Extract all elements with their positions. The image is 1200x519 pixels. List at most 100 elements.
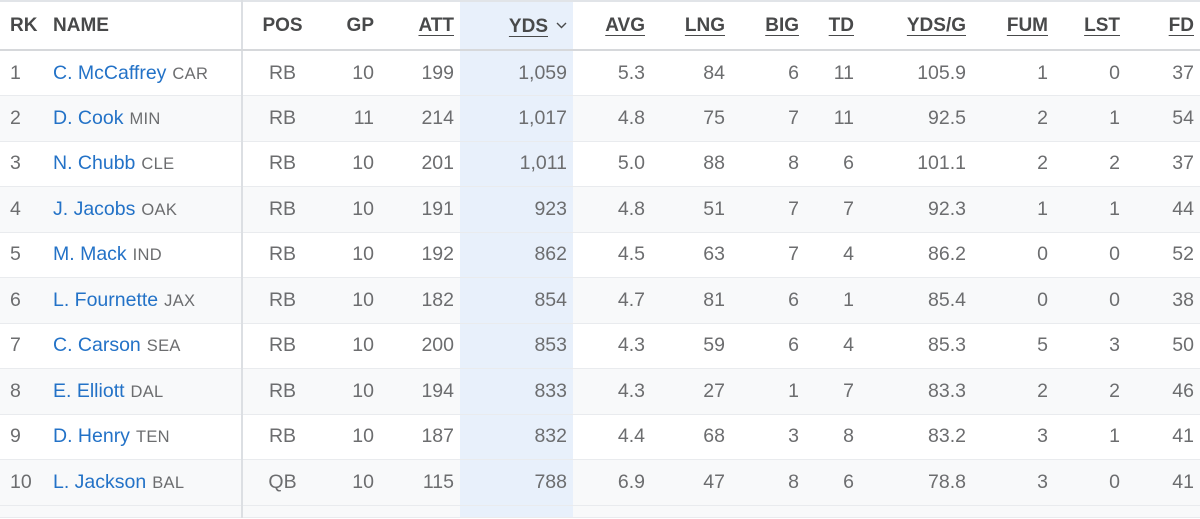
cell-pos: RB (242, 186, 322, 233)
col-header-lng[interactable]: LNG (651, 0, 731, 51)
cell-empty (860, 505, 972, 518)
cell-big: 8 (731, 141, 805, 187)
cell-fd: 46 (1126, 368, 1200, 415)
cell-fum: 1 (972, 50, 1054, 96)
col-header-att[interactable]: ATT (380, 0, 460, 51)
cell-rk: 6 (0, 277, 49, 324)
cell-name: C. McCaffrey CAR (49, 50, 243, 96)
cell-fum: 2 (972, 95, 1054, 142)
cell-att: 194 (380, 368, 460, 415)
col-header-ydsg[interactable]: YDS/G (860, 0, 972, 51)
cell-fum: 2 (972, 368, 1054, 415)
cell-lst: 1 (1054, 186, 1126, 233)
cell-pos: RB (242, 277, 322, 324)
player-name-link[interactable]: E. Elliott (53, 379, 125, 402)
cell-empty (460, 505, 573, 518)
cell-empty (0, 505, 49, 518)
col-header-big[interactable]: BIG (731, 0, 805, 51)
cell-ydsg: 86.2 (860, 232, 972, 278)
col-header-td-label[interactable]: TD (828, 14, 854, 36)
cell-att: 192 (380, 232, 460, 278)
table-row: 8 E. Elliott DAL RB 10 194 833 4.3 27 1 7 83.3 2 2 46 (0, 368, 1200, 415)
cell-name: D. Henry TEN (49, 414, 243, 460)
cell-big: 6 (731, 323, 805, 369)
col-header-fd-label[interactable]: FD (1168, 14, 1194, 36)
player-name-link[interactable]: N. Chubb (53, 152, 136, 175)
cell-fum: 2 (972, 141, 1054, 187)
team-abbreviation: MIN (129, 109, 161, 128)
player-name-link[interactable]: C. McCaffrey (53, 61, 167, 84)
cell-big: 8 (731, 459, 805, 506)
cell-rk: 1 (0, 50, 49, 96)
cell-empty (49, 505, 243, 518)
cell-lst: 1 (1054, 414, 1126, 460)
cell-pos: RB (242, 141, 322, 187)
player-name-link[interactable]: D. Cook (53, 106, 124, 129)
cell-lng: 68 (651, 414, 731, 460)
cell-ydsg: 78.8 (860, 459, 972, 506)
cell-ydsg: 92.3 (860, 186, 972, 233)
col-header-ydsg-label[interactable]: YDS/G (906, 14, 966, 36)
cell-pos: RB (242, 323, 322, 369)
cell-big: 7 (731, 95, 805, 142)
cell-td: 11 (805, 95, 860, 142)
col-header-avg[interactable]: AVG (573, 0, 651, 51)
col-header-lng-label[interactable]: LNG (684, 14, 725, 36)
cell-td: 11 (805, 50, 860, 96)
player-name-link[interactable]: M. Mack (53, 243, 127, 266)
cell-rk: 3 (0, 141, 49, 187)
cell-name: E. Elliott DAL (49, 368, 243, 415)
col-header-lst-label[interactable]: LST (1084, 14, 1120, 36)
player-name-link[interactable]: L. Fournette (53, 288, 159, 311)
col-header-yds-label[interactable]: YDS (508, 16, 548, 37)
col-header-fum[interactable]: FUM (972, 0, 1054, 51)
cell-td: 7 (805, 186, 860, 233)
player-name-link[interactable]: J. Jacobs (53, 197, 136, 220)
cell-big: 7 (731, 186, 805, 233)
cell-yds: 923 (460, 186, 573, 233)
cell-name: L. Fournette JAX (49, 277, 243, 324)
cell-fd: 38 (1126, 277, 1200, 324)
col-header-avg-label[interactable]: AVG (605, 14, 645, 36)
col-header-fd[interactable]: FD (1126, 0, 1200, 51)
cell-gp: 10 (322, 186, 380, 233)
col-header-lst[interactable]: LST (1054, 0, 1126, 51)
cell-lng: 47 (651, 459, 731, 506)
team-abbreviation: JAX (164, 291, 196, 310)
cell-empty (573, 505, 651, 518)
cell-att: 182 (380, 277, 460, 324)
cell-gp: 10 (322, 141, 380, 187)
team-abbreviation: BAL (152, 473, 185, 492)
player-name-link[interactable]: L. Jackson (53, 470, 147, 493)
cell-lng: 88 (651, 141, 731, 187)
cell-lng: 59 (651, 323, 731, 369)
player-name-link[interactable]: D. Henry (53, 425, 130, 448)
cell-fd: 41 (1126, 459, 1200, 506)
cell-td: 6 (805, 459, 860, 506)
cell-big: 6 (731, 50, 805, 96)
col-header-big-label[interactable]: BIG (765, 14, 799, 36)
cell-gp: 10 (322, 277, 380, 324)
table-row: 10 L. Jackson BAL QB 10 115 788 6.9 47 8 6 78.8 3 0 41 (0, 459, 1200, 506)
col-header-fum-label[interactable]: FUM (1006, 14, 1048, 36)
cell-rk: 8 (0, 368, 49, 415)
cell-name: N. Chubb CLE (49, 141, 243, 187)
col-header-yds[interactable]: YDS (460, 0, 573, 51)
cell-rk: 10 (0, 459, 49, 506)
cell-fum: 0 (972, 232, 1054, 278)
cell-empty (322, 505, 380, 518)
cell-lng: 27 (651, 368, 731, 415)
cell-fd: 54 (1126, 95, 1200, 142)
player-name-link[interactable]: C. Carson (53, 334, 141, 357)
col-header-td[interactable]: TD (805, 0, 860, 51)
cell-ydsg: 83.2 (860, 414, 972, 460)
cell-ydsg: 101.1 (860, 141, 972, 187)
table-row: 1 C. McCaffrey CAR RB 10 199 1,059 5.3 84 6 11 105.… (0, 50, 1200, 96)
cell-empty (380, 505, 460, 518)
cell-lng: 51 (651, 186, 731, 233)
cell-ydsg: 83.3 (860, 368, 972, 415)
team-abbreviation: CAR (172, 64, 209, 83)
chevron-down-icon[interactable] (556, 13, 567, 35)
cell-td: 6 (805, 141, 860, 187)
col-header-att-label[interactable]: ATT (418, 14, 454, 36)
